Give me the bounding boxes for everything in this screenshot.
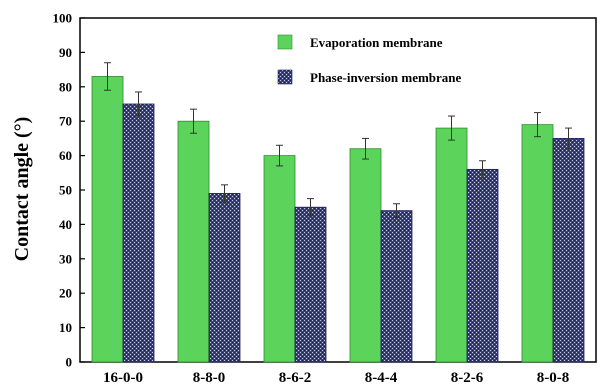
bar <box>294 206 327 363</box>
y-tick-label: 100 <box>53 11 73 26</box>
x-tick-label: 16-0-0 <box>103 370 143 386</box>
y-axis-title: Contact angle (°) <box>11 117 33 262</box>
y-tick-label: 90 <box>59 45 72 60</box>
legend: Evaporation membrane Phase-inversion memb… <box>277 34 462 85</box>
y-tick-label: 20 <box>59 286 72 301</box>
y-tick-label: 60 <box>59 148 72 163</box>
x-tick-label: 8-2-6 <box>451 370 484 386</box>
y-tick-label: 30 <box>59 251 72 266</box>
legend-swatch <box>277 69 293 85</box>
bar <box>349 148 382 363</box>
y-tick-label: 50 <box>59 183 72 198</box>
legend-swatch <box>277 34 293 50</box>
bar <box>521 124 554 363</box>
y-tick-label: 10 <box>59 320 72 335</box>
bar <box>122 103 155 363</box>
y-tick-label: 70 <box>59 114 72 129</box>
y-tick-label: 0 <box>66 355 73 370</box>
y-tick-label: 40 <box>59 217 72 232</box>
bar <box>435 127 468 363</box>
bar <box>466 168 499 363</box>
legend-label: Phase-inversion membrane <box>310 70 462 85</box>
x-tick-label: 8-8-0 <box>193 370 226 386</box>
x-tick-label: 8-0-8 <box>537 370 570 386</box>
x-tick-label: 8-4-4 <box>365 370 398 386</box>
bar <box>208 193 241 363</box>
x-axis: 16-0-0 8-8-0 8-6-2 8-4-4 8-2-6 8-0-8 <box>103 370 569 386</box>
legend-label: Evaporation membrane <box>310 35 443 50</box>
y-axis: 0 10 20 30 40 50 60 70 80 90 100 <box>53 11 85 370</box>
bar <box>380 210 413 363</box>
bar <box>177 120 210 363</box>
bar <box>263 155 296 363</box>
bar <box>552 137 585 363</box>
bar <box>91 76 124 363</box>
x-tick-label: 8-6-2 <box>279 370 312 386</box>
plot-area <box>79 17 597 363</box>
y-tick-label: 80 <box>59 79 72 94</box>
